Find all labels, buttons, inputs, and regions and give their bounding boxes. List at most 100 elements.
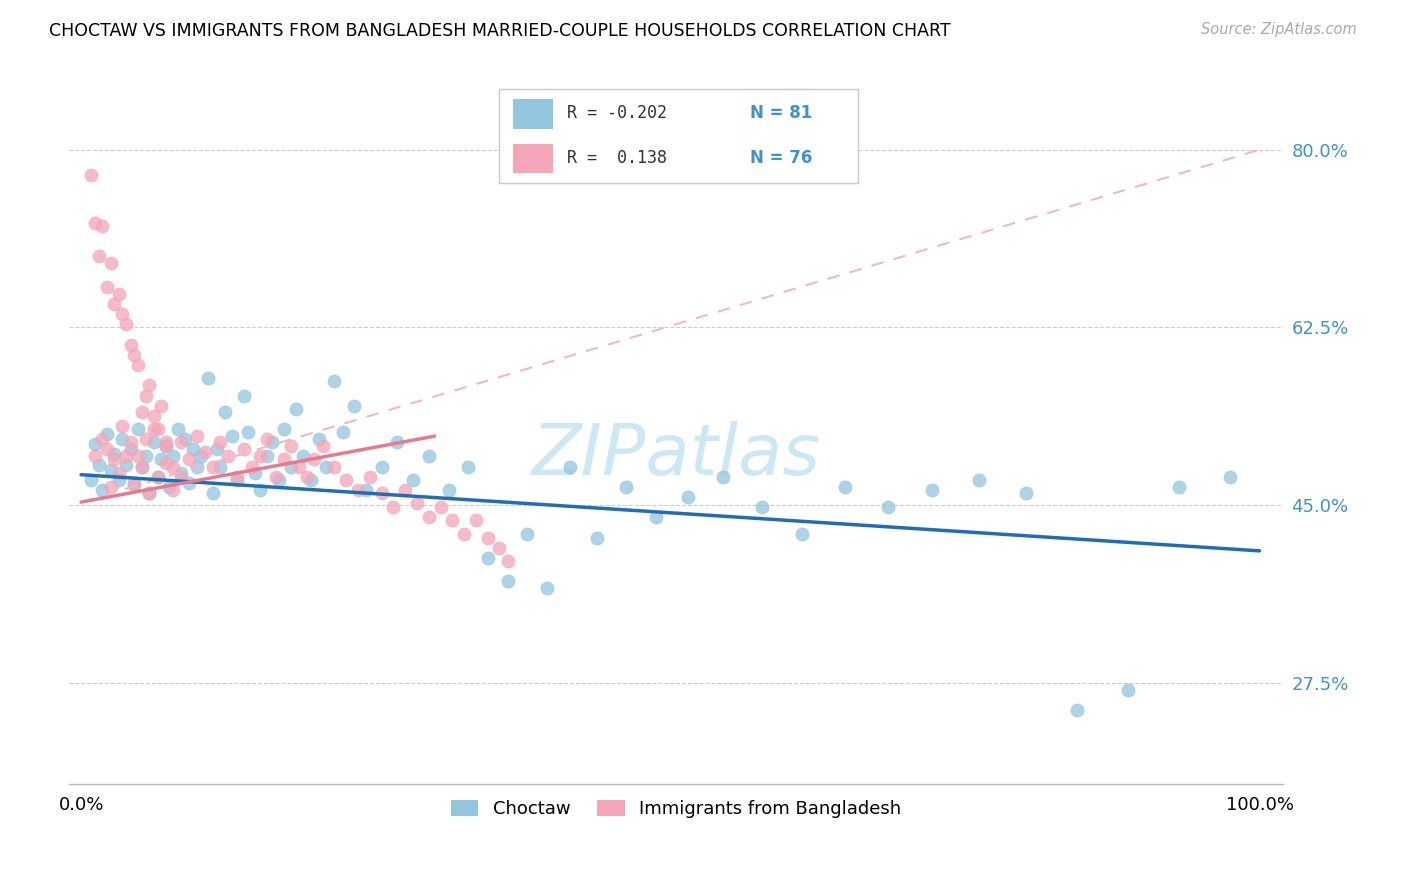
Point (162, 459, 184, 474)
Point (107, 287, 129, 301)
Text: Source: ZipAtlas.com: Source: ZipAtlas.com (1201, 22, 1357, 37)
Point (143, 409, 166, 423)
Point (214, 405, 236, 419)
Legend: Choctaw, Immigrants from Bangladesh: Choctaw, Immigrants from Bangladesh (444, 793, 908, 825)
Point (115, 450, 138, 464)
Point (131, 459, 153, 474)
Point (96, 427, 118, 442)
Point (135, 450, 157, 464)
Point (170, 466, 193, 480)
Point (315, 459, 337, 474)
Point (209, 435, 232, 450)
Point (1015, 486, 1038, 500)
Point (921, 483, 943, 497)
Point (127, 422, 149, 436)
Point (256, 450, 278, 464)
Point (138, 486, 160, 500)
Point (260, 435, 283, 450)
Point (488, 541, 510, 555)
Point (181, 442, 204, 457)
Point (418, 450, 440, 464)
Point (131, 405, 153, 419)
Point (232, 388, 254, 402)
Point (100, 462, 122, 476)
Point (877, 500, 900, 515)
Point (170, 469, 193, 483)
Point (155, 439, 177, 453)
Point (264, 469, 287, 483)
Point (308, 432, 330, 446)
Point (155, 435, 177, 450)
Text: R = -0.202: R = -0.202 (567, 104, 668, 122)
Bar (513, 144, 553, 173)
Point (238, 425, 260, 439)
Point (217, 450, 239, 464)
Point (711, 469, 734, 483)
Point (87, 458, 110, 472)
Point (150, 452, 173, 467)
Point (335, 473, 357, 487)
Point (402, 473, 425, 487)
Point (967, 473, 990, 487)
Point (382, 500, 405, 515)
Text: N = 76: N = 76 (751, 149, 813, 167)
Point (429, 500, 451, 515)
Point (280, 459, 302, 474)
Point (676, 490, 699, 504)
Point (79, 168, 101, 182)
Point (186, 459, 208, 474)
Point (221, 429, 243, 443)
Point (111, 432, 134, 446)
Point (240, 459, 263, 474)
Point (347, 483, 370, 497)
Point (496, 574, 519, 589)
Text: CHOCTAW VS IMMIGRANTS FROM BANGLADESH MARRIED-COUPLE HOUSEHOLDS CORRELATION CHAR: CHOCTAW VS IMMIGRANTS FROM BANGLADESH MA… (49, 22, 950, 40)
Point (96, 280, 118, 294)
Point (418, 510, 440, 524)
Point (162, 483, 184, 497)
Text: ZIPatlas: ZIPatlas (531, 421, 821, 490)
Point (792, 526, 814, 541)
Point (273, 422, 295, 436)
Point (115, 458, 138, 472)
Point (249, 450, 271, 464)
Point (311, 439, 333, 453)
Point (273, 452, 295, 467)
Point (127, 358, 149, 372)
Point (1066, 703, 1088, 717)
Point (256, 432, 278, 446)
Point (135, 388, 157, 402)
Point (441, 513, 464, 527)
Point (91, 483, 114, 497)
Point (202, 486, 225, 500)
Point (111, 307, 134, 321)
Point (464, 513, 486, 527)
Point (107, 473, 129, 487)
Point (560, 459, 582, 474)
Point (202, 459, 225, 474)
Point (299, 473, 322, 487)
Point (173, 432, 195, 446)
Point (370, 486, 392, 500)
Point (143, 435, 166, 450)
Point (122, 478, 145, 492)
Point (297, 469, 319, 483)
Point (323, 459, 346, 474)
Bar (513, 98, 553, 128)
Point (122, 475, 145, 490)
Point (107, 466, 129, 480)
Point (170, 435, 193, 450)
Point (79, 473, 101, 487)
Point (536, 582, 558, 596)
Point (138, 378, 160, 392)
Point (194, 445, 217, 459)
Point (143, 422, 166, 436)
Point (197, 371, 219, 385)
Point (477, 531, 499, 545)
Point (96, 442, 118, 457)
Point (332, 425, 354, 439)
Point (186, 429, 208, 443)
Point (385, 435, 408, 450)
Point (751, 500, 773, 515)
Point (280, 439, 302, 453)
